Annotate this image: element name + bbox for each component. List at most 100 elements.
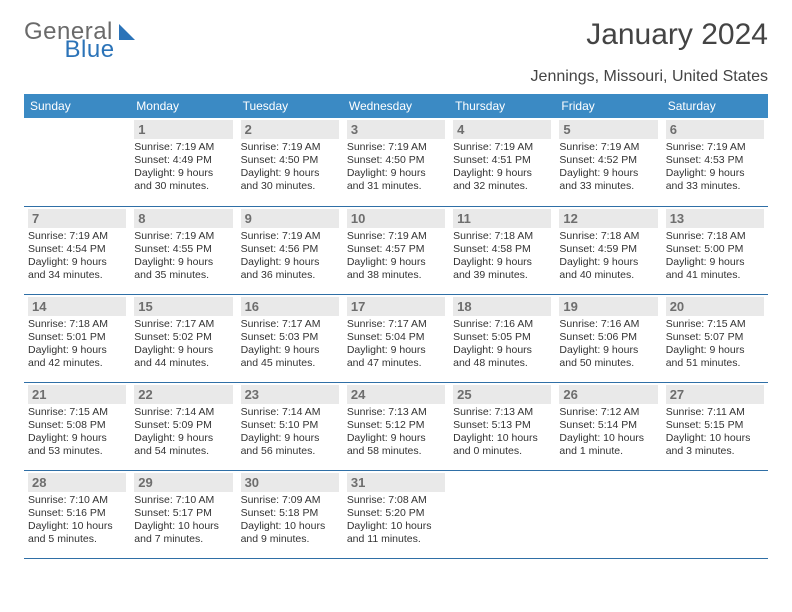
day-details: Sunrise: 7:18 AMSunset: 5:00 PMDaylight:… (666, 230, 764, 283)
day-details: Sunrise: 7:16 AMSunset: 5:05 PMDaylight:… (453, 318, 551, 371)
day-details: Sunrise: 7:17 AMSunset: 5:04 PMDaylight:… (347, 318, 445, 371)
day-number: 18 (453, 297, 551, 316)
day-number: 26 (559, 385, 657, 404)
sunset-text: Sunset: 5:15 PM (666, 419, 764, 432)
sunset-text: Sunset: 4:53 PM (666, 154, 764, 167)
sunrise-text: Sunrise: 7:14 AM (134, 406, 232, 419)
sunset-text: Sunset: 4:52 PM (559, 154, 657, 167)
day-number: 30 (241, 473, 339, 492)
daylight-text: Daylight: 10 hours and 5 minutes. (28, 520, 126, 546)
day-details: Sunrise: 7:12 AMSunset: 5:14 PMDaylight:… (559, 406, 657, 459)
day-number: 19 (559, 297, 657, 316)
sunrise-text: Sunrise: 7:16 AM (559, 318, 657, 331)
calendar-day-cell: 12Sunrise: 7:18 AMSunset: 4:59 PMDayligh… (555, 206, 661, 294)
daylight-text: Daylight: 9 hours and 54 minutes. (134, 432, 232, 458)
day-details: Sunrise: 7:18 AMSunset: 4:59 PMDaylight:… (559, 230, 657, 283)
calendar-day-cell: 15Sunrise: 7:17 AMSunset: 5:02 PMDayligh… (130, 294, 236, 382)
day-details: Sunrise: 7:19 AMSunset: 4:55 PMDaylight:… (134, 230, 232, 283)
day-number: 25 (453, 385, 551, 404)
daylight-text: Daylight: 9 hours and 30 minutes. (134, 167, 232, 193)
sunrise-text: Sunrise: 7:09 AM (241, 494, 339, 507)
page-title: January 2024 (586, 18, 768, 52)
day-number: 10 (347, 209, 445, 228)
sunrise-text: Sunrise: 7:16 AM (453, 318, 551, 331)
sunset-text: Sunset: 5:17 PM (134, 507, 232, 520)
sunrise-text: Sunrise: 7:19 AM (28, 230, 126, 243)
day-details: Sunrise: 7:19 AMSunset: 4:50 PMDaylight:… (241, 141, 339, 194)
sunset-text: Sunset: 5:07 PM (666, 331, 764, 344)
sunset-text: Sunset: 5:00 PM (666, 243, 764, 256)
sunset-text: Sunset: 4:50 PM (347, 154, 445, 167)
calendar-body: .1Sunrise: 7:19 AMSunset: 4:49 PMDayligh… (24, 118, 768, 558)
daylight-text: Daylight: 9 hours and 31 minutes. (347, 167, 445, 193)
day-number: 2 (241, 120, 339, 139)
calendar-day-cell: 7Sunrise: 7:19 AMSunset: 4:54 PMDaylight… (24, 206, 130, 294)
calendar-day-cell: 9Sunrise: 7:19 AMSunset: 4:56 PMDaylight… (237, 206, 343, 294)
day-details: Sunrise: 7:14 AMSunset: 5:10 PMDaylight:… (241, 406, 339, 459)
daylight-text: Daylight: 9 hours and 42 minutes. (28, 344, 126, 370)
daylight-text: Daylight: 9 hours and 51 minutes. (666, 344, 764, 370)
sunset-text: Sunset: 5:10 PM (241, 419, 339, 432)
sunset-text: Sunset: 5:03 PM (241, 331, 339, 344)
calendar-day-cell: . (555, 470, 661, 558)
sunset-text: Sunset: 4:58 PM (453, 243, 551, 256)
day-number: 4 (453, 120, 551, 139)
sunrise-text: Sunrise: 7:19 AM (347, 141, 445, 154)
day-header: Monday (130, 94, 236, 118)
daylight-text: Daylight: 9 hours and 50 minutes. (559, 344, 657, 370)
day-number: 23 (241, 385, 339, 404)
calendar-day-cell: 23 Sunrise: 7:14 AMSunset: 5:10 PMDayligh… (237, 382, 343, 470)
sunset-text: Sunset: 5:20 PM (347, 507, 445, 520)
calendar-week-row: 14Sunrise: 7:18 AMSunset: 5:01 PMDayligh… (24, 294, 768, 382)
calendar-header: SundayMondayTuesdayWednesdayThursdayFrid… (24, 94, 768, 118)
sunset-text: Sunset: 5:16 PM (28, 507, 126, 520)
sunrise-text: Sunrise: 7:17 AM (347, 318, 445, 331)
sunrise-text: Sunrise: 7:15 AM (666, 318, 764, 331)
calendar-day-cell: 22Sunrise: 7:14 AMSunset: 5:09 PMDayligh… (130, 382, 236, 470)
daylight-text: Daylight: 9 hours and 41 minutes. (666, 256, 764, 282)
day-details: Sunrise: 7:19 AMSunset: 4:51 PMDaylight:… (453, 141, 551, 194)
calendar-day-cell: 30Sunrise: 7:09 AMSunset: 5:18 PMDayligh… (237, 470, 343, 558)
day-header: Sunday (24, 94, 130, 118)
logo-word2: Blue (65, 36, 115, 64)
daylight-text: Daylight: 9 hours and 32 minutes. (453, 167, 551, 193)
daylight-text: Daylight: 9 hours and 35 minutes. (134, 256, 232, 282)
sunrise-text: Sunrise: 7:10 AM (28, 494, 126, 507)
day-details: Sunrise: 7:14 AMSunset: 5:09 PMDaylight:… (134, 406, 232, 459)
day-number: 3 (347, 120, 445, 139)
sunset-text: Sunset: 4:54 PM (28, 243, 126, 256)
daylight-text: Daylight: 9 hours and 34 minutes. (28, 256, 126, 282)
calendar-day-cell: 4 Sunrise: 7:19 AMSunset: 4:51 PMDaylight… (449, 118, 555, 206)
day-details: Sunrise: 7:19 AMSunset: 4:49 PMDaylight:… (134, 141, 232, 194)
daylight-text: Daylight: 10 hours and 7 minutes. (134, 520, 232, 546)
sunrise-text: Sunrise: 7:15 AM (28, 406, 126, 419)
sunrise-text: Sunrise: 7:18 AM (28, 318, 126, 331)
daylight-text: Daylight: 10 hours and 1 minute. (559, 432, 657, 458)
day-details: Sunrise: 7:18 AMSunset: 4:58 PMDaylight:… (453, 230, 551, 283)
calendar-day-cell: 2 Sunrise: 7:19 AMSunset: 4:50 PMDaylight… (237, 118, 343, 206)
daylight-text: Daylight: 9 hours and 48 minutes. (453, 344, 551, 370)
calendar-day-cell: . (662, 470, 768, 558)
sunrise-text: Sunrise: 7:19 AM (134, 230, 232, 243)
day-header: Wednesday (343, 94, 449, 118)
calendar-day-cell: 28Sunrise: 7:10 AMSunset: 5:16 PMDayligh… (24, 470, 130, 558)
calendar-day-cell: 20 Sunrise: 7:15 AMSunset: 5:07 PMDayligh… (662, 294, 768, 382)
calendar-week-row: 7Sunrise: 7:19 AMSunset: 4:54 PMDaylight… (24, 206, 768, 294)
daylight-text: Daylight: 10 hours and 9 minutes. (241, 520, 339, 546)
day-number: 20 (666, 297, 764, 316)
sunset-text: Sunset: 5:12 PM (347, 419, 445, 432)
sunrise-text: Sunrise: 7:19 AM (559, 141, 657, 154)
calendar-table: SundayMondayTuesdayWednesdayThursdayFrid… (24, 94, 768, 559)
day-number: 13 (666, 209, 764, 228)
calendar-day-cell: . (24, 118, 130, 206)
calendar-week-row: 28Sunrise: 7:10 AMSunset: 5:16 PMDayligh… (24, 470, 768, 558)
sunrise-text: Sunrise: 7:18 AM (453, 230, 551, 243)
sunset-text: Sunset: 4:59 PM (559, 243, 657, 256)
day-number: 6 (666, 120, 764, 139)
calendar-day-cell: 10Sunrise: 7:19 AMSunset: 4:57 PMDayligh… (343, 206, 449, 294)
day-details: Sunrise: 7:19 AMSunset: 4:54 PMDaylight:… (28, 230, 126, 283)
sunrise-text: Sunrise: 7:11 AM (666, 406, 764, 419)
calendar-day-cell: 26 Sunrise: 7:12 AMSunset: 5:14 PMDayligh… (555, 382, 661, 470)
sunset-text: Sunset: 4:56 PM (241, 243, 339, 256)
sunset-text: Sunset: 4:50 PM (241, 154, 339, 167)
